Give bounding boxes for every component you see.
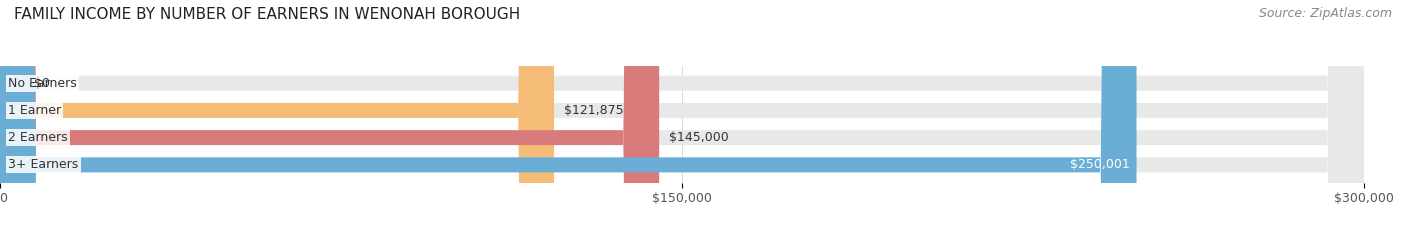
Text: No Earners: No Earners	[8, 77, 77, 90]
Text: Source: ZipAtlas.com: Source: ZipAtlas.com	[1258, 7, 1392, 20]
Text: $121,875: $121,875	[564, 104, 623, 117]
FancyBboxPatch shape	[0, 0, 1364, 234]
Text: $0: $0	[34, 77, 51, 90]
FancyBboxPatch shape	[0, 0, 1136, 234]
FancyBboxPatch shape	[0, 0, 37, 234]
FancyBboxPatch shape	[0, 0, 1364, 234]
Text: 1 Earner: 1 Earner	[8, 104, 62, 117]
FancyBboxPatch shape	[0, 0, 1364, 234]
Text: 3+ Earners: 3+ Earners	[8, 158, 79, 171]
Text: $250,001: $250,001	[1070, 158, 1129, 171]
FancyBboxPatch shape	[0, 0, 1364, 234]
FancyBboxPatch shape	[0, 0, 554, 234]
Text: $145,000: $145,000	[669, 131, 728, 144]
Text: FAMILY INCOME BY NUMBER OF EARNERS IN WENONAH BOROUGH: FAMILY INCOME BY NUMBER OF EARNERS IN WE…	[14, 7, 520, 22]
Text: 2 Earners: 2 Earners	[8, 131, 67, 144]
FancyBboxPatch shape	[0, 0, 659, 234]
